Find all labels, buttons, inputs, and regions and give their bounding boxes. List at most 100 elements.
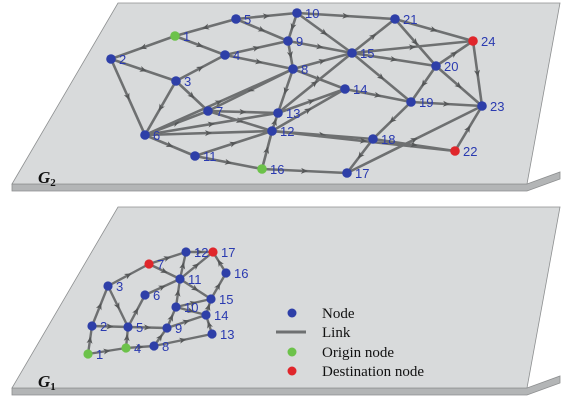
node-label-g1-12: 12 [194,245,208,260]
layer-g1-links [86,249,228,356]
node-label-g2-8: 8 [301,62,308,77]
layer-g1-label: G1 [38,372,56,393]
node-label-g2-21: 21 [403,12,417,27]
arrow-g1-10-15 [189,300,197,307]
node-label-g2-24: 24 [481,34,495,49]
arrow-g2-1-2 [139,43,148,50]
arrow-g2-16-12 [263,146,270,155]
node-g2-2 [106,54,116,64]
legend-link-label: Link [322,325,351,341]
arrow-g2-12-22 [359,137,367,144]
arrow-g2-15-21 [368,33,377,41]
node-label-g1-6: 6 [153,288,160,303]
node-label-g1-3: 3 [116,279,123,294]
node-label-g2-5: 5 [244,12,251,27]
node-label-g2-18: 18 [381,132,395,147]
node-g2-15 [347,48,357,58]
node-label-g2-10: 10 [305,6,319,21]
node-g1-17 [208,247,218,257]
arrow-g2-16-17 [300,167,308,174]
arrow-g2-20-19 [421,79,428,87]
arrow-g1-16-17 [217,259,224,268]
arrow-g2-5-1 [202,23,210,30]
node-g2-23 [477,101,487,111]
arrow-g1-4-8 [136,344,144,351]
arrow-g1-10-14 [186,307,195,313]
node-label-g1-15: 15 [219,292,233,307]
arrow-g2-22-23 [464,125,471,134]
legend: Node Link Origin node Destination node [276,306,424,380]
arrow-g2-13-15 [310,80,318,88]
legend-origin-label: Origin node [322,345,394,361]
arrow-g1-14-15 [204,303,211,312]
arrow-g2-10-15 [319,28,328,36]
node-label-g1-7: 7 [157,257,164,272]
node-label-g2-12: 12 [280,124,294,139]
node-label-g2-13: 13 [286,106,300,121]
legend-node-label: Node [322,306,355,322]
layer-g2-links [109,11,484,175]
arrow-g2-3-6 [158,103,165,112]
node-g1-11 [175,274,185,284]
arrow-g2-19-18 [389,115,397,123]
node-label-g1-14: 14 [214,308,228,323]
node-g1-10 [171,302,181,312]
legend-item-node: Node [287,306,355,322]
arrow-g1-13-14 [207,321,213,329]
arrow-g2-10-9 [290,22,297,31]
node-label-g2-7: 7 [216,104,223,119]
arrow-g2-6-11 [165,141,174,147]
node-g1-15 [206,294,216,304]
node-g2-5 [231,14,241,24]
arrow-g2-9-15 [316,43,324,50]
node-g2-3 [171,76,181,86]
node-g1-4 [121,343,131,353]
legend-item-destination: Destination node [287,364,424,380]
arrow-g1-3-5 [113,302,120,310]
node-g2-9 [283,36,293,46]
arrow-g2-18-22 [410,141,418,148]
arrow-g2-4-8 [254,58,263,65]
arrow-g2-21-24 [429,26,438,32]
node-label-g2-15: 15 [360,46,374,61]
arrow-g2-14-19 [373,91,382,98]
node-label-g1-1: 1 [96,347,103,362]
node-g2-19 [406,97,416,107]
arrow-g2-20-23 [454,81,462,89]
node-label-g1-2: 2 [100,319,107,334]
node-label-g2-23: 23 [490,99,504,114]
node-g2-21 [390,14,400,24]
arrow-g2-21-20 [410,37,418,46]
node-g1-12 [181,247,191,257]
arrow-g1-8-13 [178,337,187,344]
arrow-g2-6-13 [207,121,215,128]
node-label-g1-10: 10 [184,300,198,315]
arrow-g1-3-7 [123,273,132,280]
node-label-g1-8: 8 [162,339,169,354]
node-label-g1-4: 4 [134,341,141,356]
arrow-g1-7-12 [163,256,171,262]
arrow-g2-13-14 [307,99,315,106]
arrow-g1-11-12 [179,262,186,270]
node-g2-13 [273,108,283,118]
node-label-g1-13: 13 [220,327,234,342]
arrow-g1-11-17 [191,263,200,271]
arrow-g1-4-5 [123,334,130,342]
node-g1-13 [207,329,217,339]
legend-item-origin: Origin node [287,345,394,361]
arrow-g1-8-9 [156,334,163,342]
arrow-g2-15-19 [376,72,385,80]
arrow-g2-8-15 [318,59,326,65]
node-g2-24 [468,36,478,46]
arrow-g1-2-3 [95,302,102,311]
node-label-g2-20: 20 [444,59,458,74]
arrow-g2-9-8 [286,51,293,59]
node-g2-16 [257,164,267,174]
node-g2-11 [190,151,200,161]
node-label-g1-9: 9 [175,321,182,336]
arrow-g2-11-16 [224,158,232,165]
node-g1-2 [87,321,97,331]
node-g2-4 [220,50,230,60]
node-g1-5 [123,322,133,332]
